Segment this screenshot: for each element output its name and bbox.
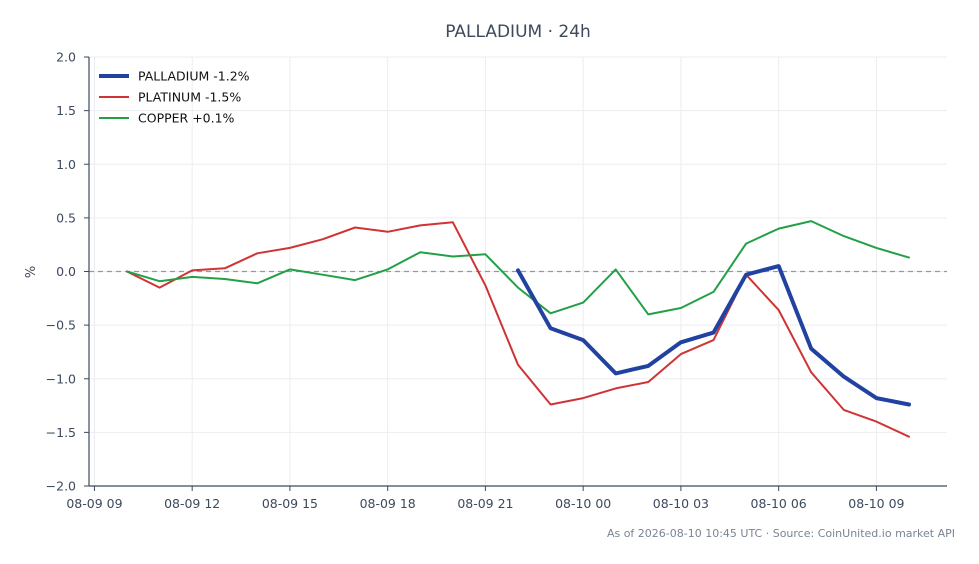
footer-source: As of 2026-08-10 10:45 UTC · Source: Coi… — [607, 527, 955, 540]
x-axis-ticks: 08-09 09 08-09 12 08-09 15 08-09 18 08-09 21… — [66, 486, 905, 511]
series-line-palladium — [516, 264, 911, 407]
y-tick-label: −1.5 — [46, 425, 76, 440]
y-tick-label: 0.5 — [56, 210, 76, 225]
x-tick-label: 08-09 21 — [457, 496, 513, 511]
series-line-copper — [126, 220, 910, 316]
y-axis-ticks: −2.0 −1.5 −1.0 −0.5 0.0 0.5 1.0 1.5 2.0 — [46, 50, 89, 494]
x-tick-label: 08-09 18 — [360, 496, 416, 511]
chart-title: PALLADIUM · 24h — [445, 22, 591, 42]
y-tick-label: 0.0 — [56, 264, 76, 279]
legend-label: PLATINUM -1.5% — [138, 90, 241, 105]
y-tick-label: 1.0 — [56, 157, 76, 172]
x-tick-label: 08-09 15 — [262, 496, 318, 511]
legend: PALLADIUM -1.2% PLATINUM -1.5% COPPER +0.1… — [99, 69, 250, 126]
series-line-platinum — [126, 221, 910, 438]
y-tick-label: 1.5 — [56, 103, 76, 118]
x-tick-label: 08-10 09 — [848, 496, 904, 511]
y-tick-label: −1.0 — [46, 371, 76, 386]
y-axis-label: % — [24, 266, 39, 278]
x-tick-label: 08-10 06 — [751, 496, 807, 511]
y-tick-label: 2.0 — [56, 50, 76, 65]
y-tick-label: −2.0 — [46, 479, 76, 494]
legend-label: PALLADIUM -1.2% — [138, 69, 250, 84]
legend-label: COPPER +0.1% — [138, 111, 235, 126]
y-tick-label: −0.5 — [46, 318, 76, 333]
x-tick-label: 08-10 00 — [555, 496, 611, 511]
x-tick-label: 08-09 12 — [164, 496, 220, 511]
x-tick-label: 08-10 03 — [653, 496, 709, 511]
series-group — [126, 220, 911, 438]
x-tick-label: 08-09 09 — [66, 496, 122, 511]
